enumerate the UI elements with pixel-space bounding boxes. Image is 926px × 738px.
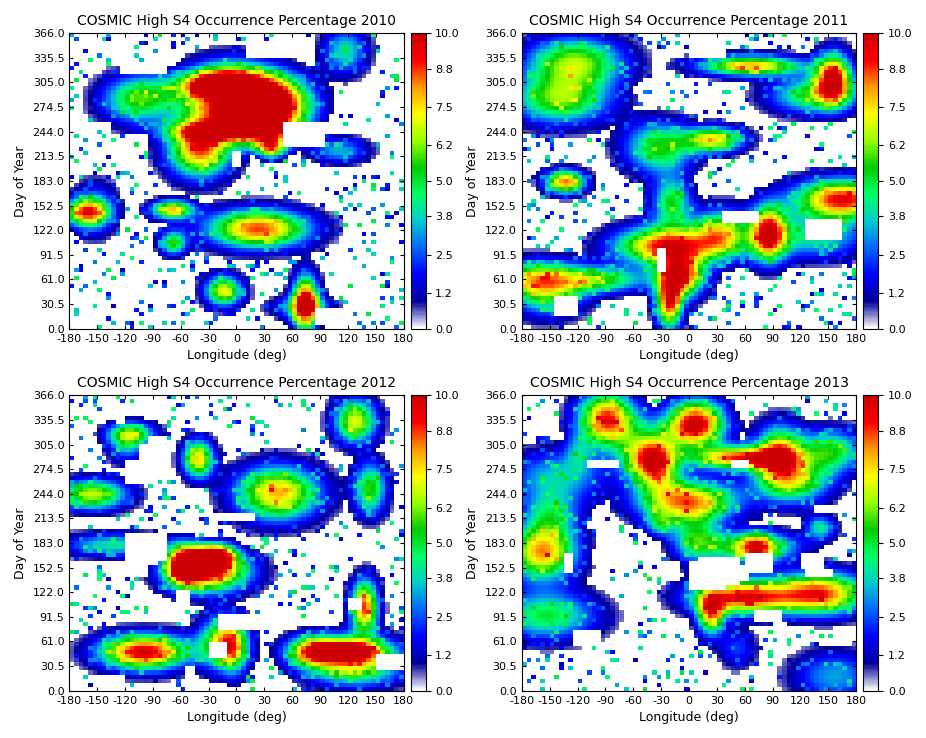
Title: COSMIC High S4 Occurrence Percentage 2010: COSMIC High S4 Occurrence Percentage 201… xyxy=(77,14,396,28)
Y-axis label: Day of Year: Day of Year xyxy=(14,145,27,217)
X-axis label: Longitude (deg): Longitude (deg) xyxy=(187,711,286,724)
Title: COSMIC High S4 Occurrence Percentage 2011: COSMIC High S4 Occurrence Percentage 201… xyxy=(530,14,848,28)
Title: COSMIC High S4 Occurrence Percentage 2012: COSMIC High S4 Occurrence Percentage 201… xyxy=(77,376,396,390)
Y-axis label: Day of Year: Day of Year xyxy=(467,507,480,579)
X-axis label: Longitude (deg): Longitude (deg) xyxy=(639,711,739,724)
Title: COSMIC High S4 Occurrence Percentage 2013: COSMIC High S4 Occurrence Percentage 201… xyxy=(530,376,848,390)
X-axis label: Longitude (deg): Longitude (deg) xyxy=(639,349,739,362)
Y-axis label: Day of Year: Day of Year xyxy=(14,507,27,579)
X-axis label: Longitude (deg): Longitude (deg) xyxy=(187,349,286,362)
Y-axis label: Day of Year: Day of Year xyxy=(467,145,480,217)
